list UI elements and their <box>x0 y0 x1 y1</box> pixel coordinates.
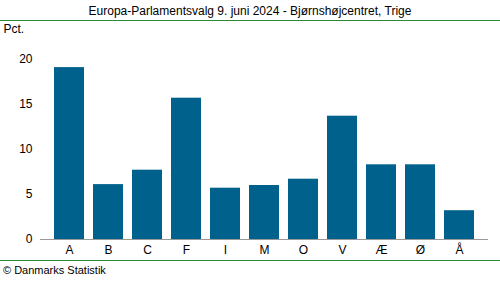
svg-text:10: 10 <box>19 142 33 156</box>
html-text:© Danmarks Statistik: © Danmarks Statistik <box>3 264 106 276</box>
html-text:Europa-Parlamentsvalg 9. juni: Europa-Parlamentsvalg 9. juni 2024 - Bjø… <box>88 4 412 18</box>
svg-text:I: I <box>224 243 227 257</box>
svg-text:V: V <box>338 243 346 257</box>
svg-text:0: 0 <box>26 232 33 246</box>
svg-text:Ø: Ø <box>416 243 425 257</box>
svg-text:A: A <box>65 243 73 257</box>
svg-text:C: C <box>143 243 152 257</box>
svg-text:F: F <box>183 243 190 257</box>
svg-text:20: 20 <box>19 52 33 66</box>
svg-text:O: O <box>299 243 308 257</box>
svg-text:15: 15 <box>19 97 33 111</box>
svg-text:Å: Å <box>455 242 463 257</box>
svg-text:B: B <box>104 243 112 257</box>
svg-text:M: M <box>260 243 270 257</box>
svg-text:Æ: Æ <box>376 243 388 257</box>
svg-text:Pct.: Pct. <box>4 22 25 36</box>
svg-text:5: 5 <box>26 187 33 201</box>
